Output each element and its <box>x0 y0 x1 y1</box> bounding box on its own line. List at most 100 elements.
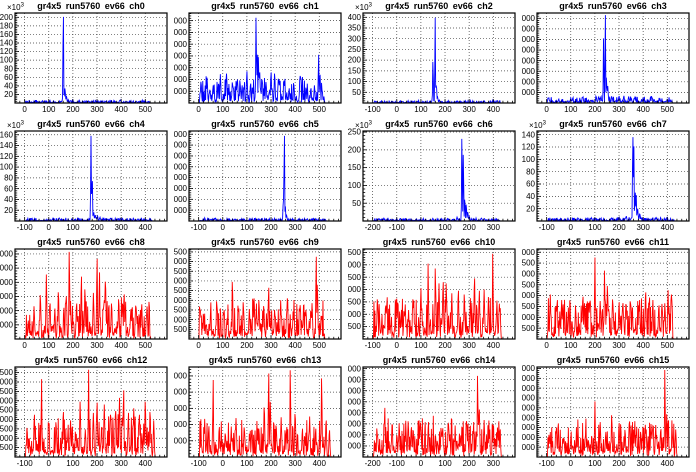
x-tick-label: 500 <box>661 105 675 114</box>
x-tick-label: 200 <box>462 459 476 468</box>
y-tick-label: 6000 <box>0 292 14 301</box>
x-tick-label: 400 <box>661 223 675 232</box>
plot-frame <box>362 366 516 458</box>
plot-title: gr4x5 run5760 ev66 ch6 <box>385 119 493 129</box>
waveform-trace-ch12 <box>15 369 167 457</box>
x-tick-label: 0 <box>22 341 27 350</box>
x-tick-label: 0 <box>47 223 52 232</box>
plot-title: gr4x5 run5760 ev66 ch13 <box>209 355 322 365</box>
y-tick-label: 20 <box>4 90 13 99</box>
x-tick-label: 200 <box>612 459 626 468</box>
x-tick-label: 100 <box>42 105 56 114</box>
y-tick-label: 40 <box>526 192 535 201</box>
y-tick-label: 120 <box>0 47 14 56</box>
y-axis-exponent: ×103 <box>7 3 25 13</box>
x-tick-label: 400 <box>114 341 128 350</box>
plot-svg-ch7: 20 40 60 80 100 120 140 -100 0 100 200 300 400 gr4x5 … <box>522 119 690 232</box>
x-tick-label: -100 <box>389 459 406 468</box>
waveform-trace-ch9 <box>189 256 341 339</box>
x-tick-label: 200 <box>612 223 626 232</box>
plot-frame <box>536 130 690 222</box>
plot-frame <box>362 12 516 104</box>
exponent-base: ×10 <box>529 121 543 130</box>
x-tick-label: 300 <box>462 105 476 114</box>
waveform-trace-ch4 <box>15 135 167 221</box>
x-tick-label: -200 <box>365 459 382 468</box>
plot-title: gr4x5 run5760 ev66 ch4 <box>37 119 145 129</box>
y-tick-label: 140 <box>0 141 14 150</box>
waveform-trace-ch3 <box>537 15 689 103</box>
y-tick-label: 7000 <box>348 375 362 384</box>
x-tick-label: -200 <box>365 223 382 232</box>
x-tick-label: 200 <box>240 341 254 350</box>
plot-frame <box>188 248 342 340</box>
y-tick-label: 200 <box>348 145 362 154</box>
waveform-trace-ch10 <box>363 253 515 339</box>
x-tick-label: 300 <box>462 341 476 350</box>
x-tick-label: 200 <box>438 105 452 114</box>
y-tick-label: 60 <box>526 180 535 189</box>
y-tick-label: 3500 <box>174 267 188 276</box>
x-tick-label: 100 <box>414 105 428 114</box>
x-tick-label: 100 <box>564 341 578 350</box>
y-tick-label: 10000 <box>174 206 188 215</box>
y-tick-label: 2500 <box>522 280 536 289</box>
x-tick-label: 100 <box>216 105 230 114</box>
plot-frame <box>536 12 690 104</box>
y-tick-label: 350 <box>348 24 362 33</box>
exponent-superscript: 3 <box>21 121 25 127</box>
y-tick-label: 7000 <box>174 16 188 25</box>
x-tick-label: 300 <box>612 341 626 350</box>
x-tick-label: 400 <box>114 105 128 114</box>
x-tick-label: 400 <box>288 105 302 114</box>
y-tick-label: 6000 <box>174 28 188 37</box>
x-tick-label: 200 <box>66 105 80 114</box>
y-tick-label: 100 <box>0 163 14 172</box>
x-tick-label: 100 <box>240 459 254 468</box>
y-tick-label: 80 <box>4 64 13 73</box>
x-tick-label: 200 <box>588 341 602 350</box>
y-tick-label: 500 <box>522 324 536 333</box>
x-tick-label: 200 <box>240 105 254 114</box>
pad-ch14: 10002000300040005000600070008000-200-100… <box>348 354 522 472</box>
y-tick-label: 4500 <box>174 248 188 257</box>
y-tick-label: 160 <box>0 130 14 139</box>
y-tick-label: 200 <box>348 56 362 65</box>
x-tick-label: 300 <box>288 223 302 232</box>
x-tick-label: 400 <box>313 223 327 232</box>
x-tick-label: 200 <box>90 223 104 232</box>
x-tick-label: 300 <box>114 223 128 232</box>
y-tick-label: 80000 <box>174 130 188 139</box>
plot-frame <box>188 366 342 458</box>
x-tick-label: 100 <box>66 459 80 468</box>
x-tick-label: 500 <box>313 341 327 350</box>
y-tick-label: 100 <box>348 77 362 86</box>
exponent-base: ×10 <box>7 121 21 130</box>
x-tick-label: 100 <box>414 341 428 350</box>
x-tick-label: 300 <box>90 105 104 114</box>
y-tick-label: 140 <box>522 130 536 139</box>
plot-title: gr4x5 run5760 ev66 ch15 <box>557 355 670 365</box>
plot-frame <box>14 12 168 104</box>
x-tick-label: 0 <box>569 223 574 232</box>
y-tick-label: 60000 <box>174 152 188 161</box>
